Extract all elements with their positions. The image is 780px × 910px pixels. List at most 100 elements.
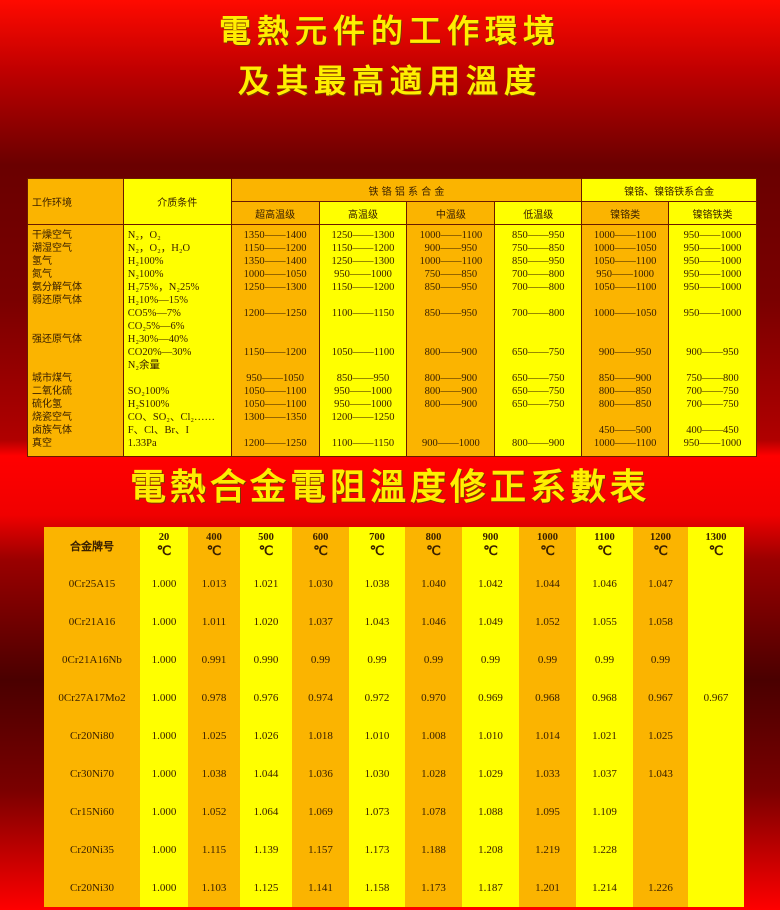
coefficient-cell: 1.029 [462, 755, 519, 793]
temp-range [582, 411, 668, 424]
medium-line: CO20%—30% [127, 347, 192, 358]
header-temp-1300: 1300 ℃ [688, 527, 744, 565]
medium-line: H₂100% [127, 256, 164, 267]
temp-range: 850——950 [512, 256, 565, 267]
coefficient-cell [688, 755, 744, 793]
coefficient-cell: 1.000 [140, 565, 188, 603]
temp-range [669, 320, 756, 333]
coefficient-cell [688, 869, 744, 907]
temp-range: 950——1000 [334, 386, 392, 397]
coefficient-cell: 1.109 [576, 793, 633, 831]
temp-range: 1050——1100 [593, 282, 657, 293]
coefficient-cell: 1.088 [462, 793, 519, 831]
coefficient-cell: 1.000 [140, 717, 188, 755]
temp-range [495, 320, 581, 333]
temp-column-2: 1000——1100 900——950 1000——1100 750——850 850—… [406, 224, 496, 457]
env-line: 氢气 [32, 256, 52, 267]
medium-line: N₂100% [127, 269, 164, 280]
coefficient-cell [688, 793, 744, 831]
temp-range [582, 333, 668, 346]
header-alloy-grade: 合金牌号 [44, 527, 140, 565]
temp-range [669, 359, 756, 372]
temp-range: 1250——1300 [331, 256, 395, 267]
temp-range: 800——850 [598, 399, 652, 410]
header-super-high-grade: 超高温级 [230, 201, 320, 225]
medium-line: CO、SO₂、Cl₂…… [127, 412, 216, 423]
env-line [28, 320, 123, 333]
header-temp-1200: 1200 ℃ [633, 527, 688, 565]
temp-range: 850——950 [336, 373, 390, 384]
medium-line: H₂75%，N₂25% [127, 282, 200, 293]
coefficient-cell: 1.047 [633, 565, 688, 603]
temp-range: 400——450 [686, 425, 739, 436]
table-row: 0Cr21A16 1.000 1.011 1.020 1.037 1.043 1.046 1.… [44, 603, 744, 641]
temp-range [669, 333, 756, 346]
coefficient-cell: 1.173 [349, 831, 405, 869]
celsius-unit: ℃ [597, 543, 612, 558]
title-coefficient-table: 電熱合金電阻溫度修正系數表 [129, 466, 650, 508]
coefficient-cell: 1.000 [140, 831, 188, 869]
celsius-unit: ℃ [483, 543, 498, 558]
temp-value: 1300 [705, 532, 727, 543]
coefficient-cell: 1.038 [188, 755, 240, 793]
temp-range [582, 320, 668, 333]
celsius-unit: ℃ [258, 543, 274, 558]
env-line: 弱还原气体 [32, 295, 82, 306]
coefficient-cell: 1.025 [188, 717, 240, 755]
temp-range: 950——1000 [334, 399, 392, 410]
env-line: 城市煤气 [32, 373, 72, 384]
temp-range [232, 294, 319, 307]
coefficient-cell [688, 831, 744, 869]
temp-range [407, 359, 494, 372]
temp-range: 950——1000 [683, 282, 742, 293]
coefficient-cell: 0.967 [633, 679, 688, 717]
temp-range: 1000——1100 [419, 256, 483, 267]
celsius-unit: ℃ [708, 543, 724, 558]
temp-range [669, 294, 756, 307]
coefficient-cell: 0.99 [292, 641, 349, 679]
medium-line: N₂，O₂，H₂O [127, 243, 191, 254]
temp-range: 950——1000 [596, 269, 654, 280]
coefficient-cell: 1.042 [462, 565, 519, 603]
temp-range: 750——850 [512, 243, 565, 254]
header-temp-600: 600 ℃ [292, 527, 349, 565]
temp-range [320, 424, 407, 437]
env-column: 干燥空气 潮湿空气 氢气 氮气 氨分解气体 弱还原气体 强还原气体 城市煤气 二氧化硫 硫化氢 烧瓷… [27, 224, 124, 457]
temp-range: 800——900 [424, 373, 478, 384]
alloy-grade: Cr20Ni35 [44, 831, 140, 869]
coefficient-cell: 1.157 [292, 831, 349, 869]
temp-range: 950——1000 [683, 438, 742, 449]
temp-value: 800 [425, 532, 442, 543]
medium-line: F、Cl、Br、I [127, 425, 190, 436]
coefficient-cell: 1.219 [519, 831, 576, 869]
coefficient-cell: 1.043 [633, 755, 688, 793]
coefficient-cell: 1.052 [519, 603, 576, 641]
temp-value: 400 [206, 532, 222, 543]
alloy-grade: 0Cr27A17Mo2 [44, 679, 140, 717]
temp-range: 1050——1100 [243, 386, 307, 397]
coefficient-cell: 1.046 [576, 565, 633, 603]
coefficient-cell: 0.990 [240, 641, 292, 679]
header-temp-500: 500 ℃ [240, 527, 292, 565]
celsius-unit: ℃ [653, 543, 668, 558]
temp-range: 1050——1100 [593, 256, 657, 267]
celsius-unit: ℃ [206, 543, 222, 558]
temp-range: 1100——1150 [331, 438, 395, 449]
coefficient-cell [688, 565, 744, 603]
temp-column-1: 1250——1300 1150——1200 1250——1300 950——1000 1… [318, 224, 408, 457]
title-line-2: 及其最高適用溫度 [237, 62, 542, 100]
coefficient-cell: 1.037 [576, 755, 633, 793]
temp-range: 1100——1150 [331, 308, 395, 319]
env-line: 氨分解气体 [32, 282, 82, 293]
coefficient-cell: 1.014 [519, 717, 576, 755]
coefficient-cell: 1.055 [576, 603, 633, 641]
temp-range: 750——850 [424, 269, 478, 280]
medium-line: H₂S100% [127, 399, 170, 410]
temp-range: 700——800 [512, 282, 565, 293]
temp-value: 20 [158, 532, 170, 543]
temp-range [582, 294, 668, 307]
coefficient-cell: 0.974 [292, 679, 349, 717]
coefficient-cell: 1.000 [140, 755, 188, 793]
temp-range: 650——750 [512, 399, 565, 410]
temp-range [407, 424, 494, 437]
